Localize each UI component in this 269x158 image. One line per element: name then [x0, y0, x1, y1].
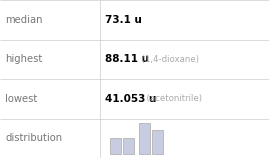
Text: (1,4-dioxane): (1,4-dioxane) [136, 55, 199, 64]
Bar [123, 138, 133, 154]
Text: distribution: distribution [5, 133, 62, 143]
Bar [153, 130, 164, 154]
Text: (acetonitrile): (acetonitrile) [141, 94, 202, 103]
Bar [109, 138, 121, 154]
Text: median: median [5, 15, 43, 25]
Text: highest: highest [5, 54, 42, 64]
Text: lowest: lowest [5, 94, 37, 104]
Text: 41.053 u: 41.053 u [105, 94, 156, 104]
Bar [139, 122, 150, 154]
Text: 73.1 u: 73.1 u [105, 15, 141, 25]
Text: 88.11 u: 88.11 u [105, 54, 148, 64]
